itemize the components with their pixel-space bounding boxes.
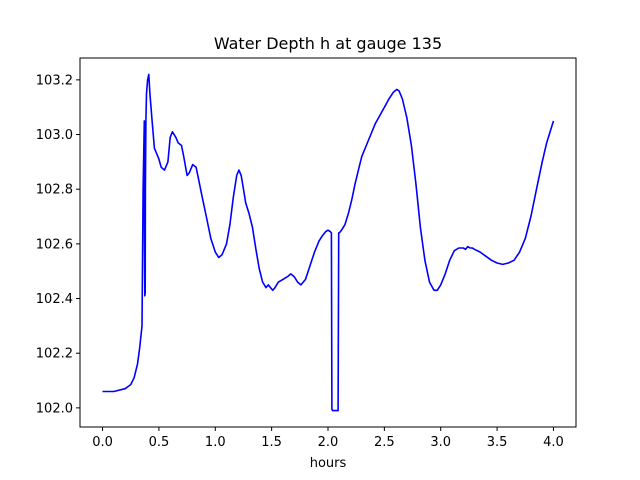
y-tick-label: 102.8	[36, 183, 73, 198]
y-tick-label: 103.0	[36, 128, 73, 143]
x-tick-label: 1.0	[205, 435, 226, 450]
x-tick-label: 3.0	[430, 435, 451, 450]
x-tick-label: 0.0	[92, 435, 113, 450]
series-line-0	[102, 73, 555, 412]
chart-title: Water Depth h at gauge 135	[214, 34, 442, 53]
y-tick-label: 102.2	[36, 347, 73, 362]
x-tick-label: 1.5	[261, 435, 282, 450]
y-tick-label: 103.2	[36, 73, 73, 88]
x-axis-label: hours	[310, 456, 347, 471]
x-tick-label: 4.0	[543, 435, 564, 450]
x-tick-label: 3.5	[487, 435, 508, 450]
y-tick-label: 102.6	[36, 237, 73, 252]
x-axis: 0.0 0.5 1.0 1.5 2.0 2.5 3.0 3.5 4.0	[92, 427, 564, 450]
axes-frame	[79, 57, 577, 428]
plot-area	[102, 73, 555, 412]
y-tick-label: 102.4	[36, 292, 73, 307]
y-tick-label: 102.0	[36, 401, 73, 416]
x-tick-label: 2.0	[318, 435, 339, 450]
x-tick-label: 2.5	[374, 435, 395, 450]
y-axis: 102.0 102.2 102.4 102.6 102.8 103.0 103.2	[36, 73, 80, 416]
x-tick-label: 0.5	[149, 435, 170, 450]
